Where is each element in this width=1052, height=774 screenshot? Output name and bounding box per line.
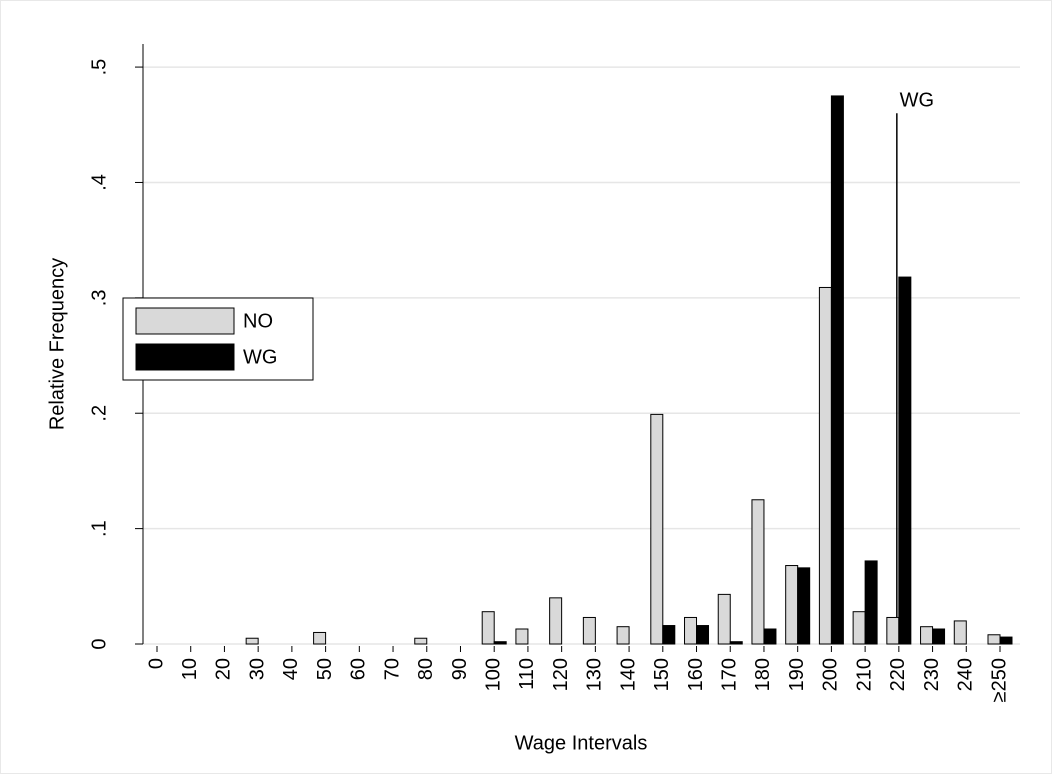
bar [515,628,529,645]
x-tick-label: 210 [853,658,875,691]
bar [650,413,664,645]
x-tick-label: 190 [786,658,808,691]
y-tick-label: .2 [88,405,110,422]
x-tick-label: 160 [685,658,707,691]
x-tick-label: 50 [314,658,336,680]
bar [898,276,912,645]
x-tick-label: 80 [415,658,437,680]
y-tick-label: 0 [88,638,110,649]
bar [582,616,596,645]
bar [886,616,900,645]
x-tick-label: 0 [145,658,167,669]
x-tick-label: 240 [955,658,977,691]
bar [818,286,832,645]
bar [751,499,765,645]
bar [797,567,811,645]
legend-label: NO [243,310,273,332]
x-tick-label: 70 [381,658,403,680]
x-tick-label: 60 [348,658,370,680]
bar [953,620,967,645]
x-tick-label: 90 [449,658,471,680]
y-tick-label: .1 [88,520,110,537]
y-tick-label: .3 [88,290,110,307]
x-axis-title: Wage Intervals [515,732,648,754]
x-tick-label: 120 [550,658,572,691]
bar [696,625,710,645]
bar [313,631,327,645]
legend-swatch [135,343,235,371]
bar [662,625,676,645]
bar [481,611,495,645]
annotation: WG [900,90,934,112]
x-tick-label: 220 [887,658,909,691]
x-tick-label: 40 [280,658,302,680]
bar [830,95,844,645]
x-tick-label: 30 [246,658,268,680]
x-tick-label: ≥250 [988,658,1010,702]
x-tick-label: 10 [179,658,201,680]
bar [245,637,259,645]
x-tick-label: 150 [651,658,673,691]
x-tick-label: 170 [719,658,741,691]
bar [864,560,878,645]
legend-label: WG [243,346,277,368]
bar [852,611,866,645]
bar [932,628,946,645]
bar [549,597,563,645]
legend-swatch [135,307,235,335]
x-tick-label: 230 [921,658,943,691]
bar [920,626,934,645]
bar [717,593,731,645]
x-tick-label: 180 [752,658,774,691]
x-tick-label: 130 [584,658,606,691]
x-tick-label: 140 [617,658,639,691]
x-tick-label: 20 [213,658,235,680]
bar [493,641,507,645]
bar [785,565,799,645]
x-tick-label: 100 [482,658,504,691]
x-tick-label: 110 [516,658,538,690]
x-tick-label: 200 [820,658,842,691]
bar [684,616,698,645]
y-tick-label: .4 [88,174,110,191]
bar [999,636,1013,645]
bar [616,626,630,645]
bar [414,637,428,645]
y-axis-title: Relative Frequency [46,258,68,430]
bar [763,628,777,645]
bar [987,634,1001,645]
bar [729,641,743,645]
y-tick-label: .5 [88,59,110,76]
